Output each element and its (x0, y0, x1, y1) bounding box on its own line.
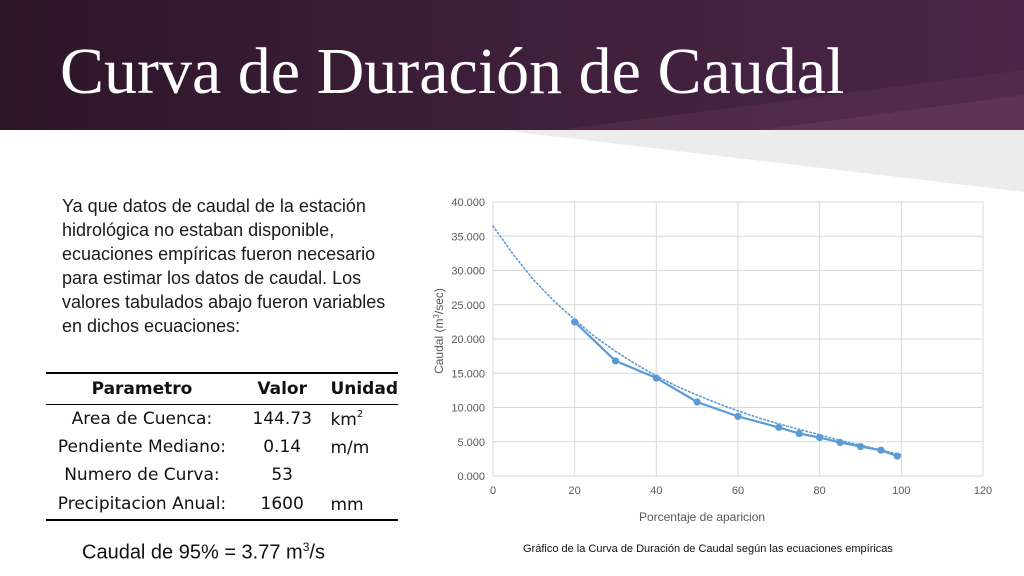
data-point (795, 429, 803, 438)
x-tick-label: 40 (650, 485, 662, 497)
unit-text: mm (330, 494, 364, 515)
y-tick-label: 5.000 (457, 437, 485, 449)
trendline-line (492, 225, 903, 456)
data-point (775, 423, 783, 431)
row-unidad: m/m (326, 433, 398, 461)
parameter-table: Parametro Valor Unidad Area de Cuenca: 1… (46, 372, 398, 521)
summary-superscript: 3 (302, 540, 310, 554)
y-axis-label-unit: /sec) (432, 288, 446, 314)
y-axis-label-text: Caudal (m (432, 319, 446, 374)
row-parametro: Numero de Curva: (64, 465, 220, 485)
x-axis-label: Porcentaje de aparicion (639, 510, 765, 524)
x-axis-ticks: 0 20 40 60 80 100 120 (490, 485, 992, 497)
data-point (734, 412, 742, 421)
summary-unit: /s (309, 541, 325, 564)
row-unidad (326, 461, 398, 489)
y-tick-label: 30.000 (451, 266, 485, 278)
x-tick-label: 80 (814, 485, 826, 497)
row-valor: 0.14 (263, 437, 302, 457)
row-valor: 53 (271, 465, 293, 485)
y-tick-label: 20.000 (451, 334, 485, 346)
data-point (693, 398, 701, 406)
y-axis-ticks: 0.000 5.000 10.000 15.000 20.000 25.000 30.000… (451, 197, 485, 483)
unit-text: m/m (330, 437, 370, 458)
caudal-summary: Caudal de 95% = 3.77 m3/s (82, 540, 325, 565)
row-unidad: mm (326, 489, 398, 521)
header-parametro: Parametro (46, 372, 238, 405)
unit-text: km (330, 409, 357, 430)
unit-superscript: 2 (356, 408, 364, 420)
y-tick-label: 35.000 (451, 231, 485, 243)
row-parametro: Precipitacion Anual: (46, 489, 238, 521)
data-point (856, 442, 865, 451)
y-tick-label: 25.000 (451, 300, 485, 312)
y-tick-label: 0.000 (457, 471, 485, 483)
x-tick-label: 100 (892, 485, 910, 497)
title-banner: Curva de Duración de Caudal (0, 0, 1024, 130)
y-tick-label: 10.000 (451, 403, 485, 415)
row-valor: 1600 (237, 489, 327, 521)
header-unidad: Unidad (326, 372, 398, 405)
x-tick-label: 20 (569, 485, 581, 497)
diagonal-stripe (500, 130, 1024, 192)
chart-series (492, 225, 903, 460)
header-valor: Valor (237, 372, 327, 405)
x-tick-label: 120 (974, 485, 992, 497)
chart-grid (492, 201, 984, 477)
row-parametro: Area de Cuenca: (71, 409, 213, 429)
y-tick-label: 40.000 (451, 197, 485, 209)
row-parametro: Pendiente Mediano: (57, 437, 226, 457)
table-row: Pendiente Mediano: 0.14 m/m (46, 433, 398, 461)
x-tick-label: 0 (490, 485, 496, 497)
table-header-row: Parametro Valor Unidad (46, 372, 398, 405)
series-line (573, 321, 898, 458)
x-tick-label: 60 (732, 485, 744, 497)
slide-title: Curva de Duración de Caudal (60, 35, 845, 108)
y-tick-label: 15.000 (451, 368, 485, 380)
banner-decoration (560, 70, 1024, 130)
row-valor: 144.73 (252, 409, 312, 429)
y-axis-label: Caudal (m3/sec) (432, 288, 446, 374)
table-row: Numero de Curva: 53 (46, 461, 398, 489)
summary-text: Caudal de 95% = 3.77 m (82, 541, 303, 564)
table-row: Area de Cuenca: 144.73 km2 (46, 405, 398, 434)
data-point (571, 318, 579, 326)
row-unidad: km2 (326, 405, 398, 434)
data-point (611, 357, 620, 365)
flow-duration-chart: 0.000 5.000 10.000 15.000 20.000 25.000 30.000… (432, 197, 992, 524)
table-row: Precipitacion Anual: 1600 mm (46, 489, 398, 521)
intro-paragraph: Ya que datos de caudal de la estación hi… (62, 196, 386, 336)
chart-caption: Gráfico de la Curva de Duración de Cauda… (523, 543, 893, 555)
y-axis-label-superscript: 3 (432, 314, 441, 319)
